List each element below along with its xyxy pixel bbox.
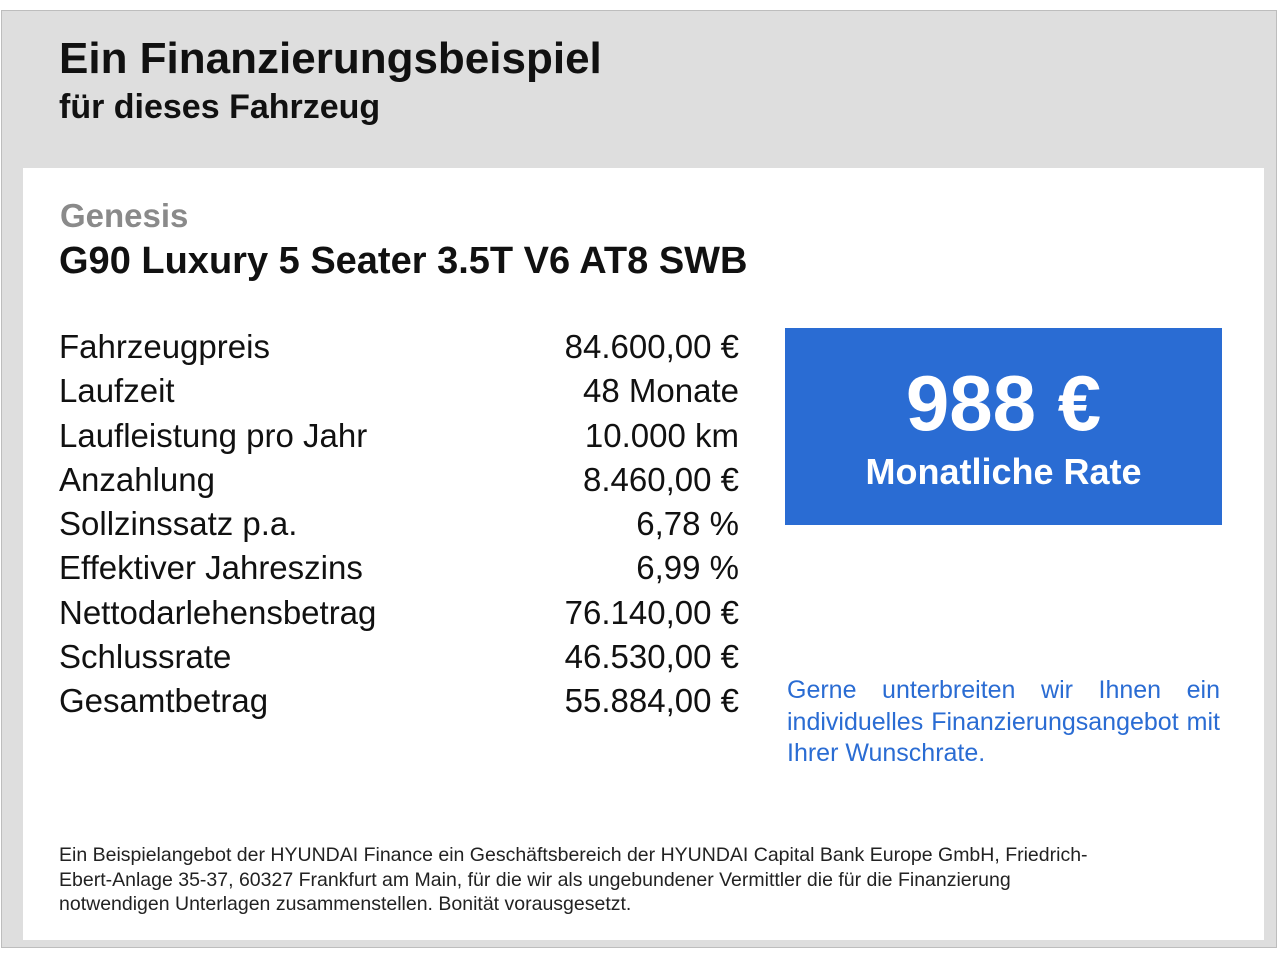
spec-row-down-payment: Anzahlung 8.460,00 €	[59, 459, 739, 503]
spec-value: 48 Monate	[583, 372, 739, 410]
spec-label: Laufleistung pro Jahr	[59, 416, 368, 454]
spec-value: 6,78 %	[636, 505, 739, 543]
finance-spec-table: Fahrzeugpreis 84.600,00 € Laufzeit 48 Mo…	[59, 326, 739, 725]
spec-label: Schlussrate	[59, 638, 232, 676]
page-title: Ein Finanzierungsbeispiel	[59, 34, 602, 83]
spec-label: Nettodarlehensbetrag	[59, 593, 377, 631]
finance-card	[23, 168, 1264, 940]
spec-label: Effektiver Jahreszins	[59, 549, 363, 587]
custom-offer-note: Gerne unterbreiten wir Ihnen ein individ…	[787, 676, 1220, 767]
vehicle-brand: Genesis	[60, 197, 189, 234]
monthly-rate-amount: 988 €	[905, 359, 1102, 447]
spec-value: 10.000 km	[584, 416, 739, 454]
spec-row-total-amount: Gesamtbetrag 55.884,00 €	[59, 680, 739, 724]
monthly-rate-box: 988 € Monatliche Rate	[785, 328, 1222, 525]
spec-value: 6,99 %	[636, 549, 739, 587]
spec-row-term: Laufzeit 48 Monate	[59, 370, 739, 414]
legal-disclaimer: Ein Beispielangebot der HYUNDAI Finance …	[59, 844, 1088, 915]
spec-value: 84.600,00 €	[564, 328, 739, 365]
spec-row-net-loan: Nettodarlehensbetrag 76.140,00 €	[59, 592, 739, 636]
spec-row-effective-rate: Effektiver Jahreszins 6,99 %	[59, 547, 739, 591]
spec-value: 55.884,00 €	[564, 682, 739, 720]
spec-value: 46.530,00 €	[564, 638, 739, 676]
spec-label: Laufzeit	[59, 372, 175, 410]
spec-label: Sollzinssatz p.a.	[59, 505, 298, 543]
spec-row-mileage: Laufleistung pro Jahr 10.000 km	[59, 415, 739, 459]
monthly-rate-label: Monatliche Rate	[865, 451, 1142, 492]
vehicle-model: G90 Luxury 5 Seater 3.5T V6 AT8 SWB	[59, 240, 748, 282]
spec-row-borrowing-rate: Sollzinssatz p.a. 6,78 %	[59, 503, 739, 547]
spec-label: Anzahlung	[59, 460, 215, 498]
page-subtitle: für dieses Fahrzeug	[59, 88, 381, 126]
spec-label: Gesamtbetrag	[59, 682, 269, 720]
spec-value: 8.460,00 €	[583, 460, 739, 498]
spec-row-vehicle-price: Fahrzeugpreis 84.600,00 €	[59, 326, 739, 370]
spec-row-final-installment: Schlussrate 46.530,00 €	[59, 636, 739, 680]
spec-label: Fahrzeugpreis	[59, 328, 270, 365]
spec-value: 76.140,00 €	[564, 593, 739, 631]
